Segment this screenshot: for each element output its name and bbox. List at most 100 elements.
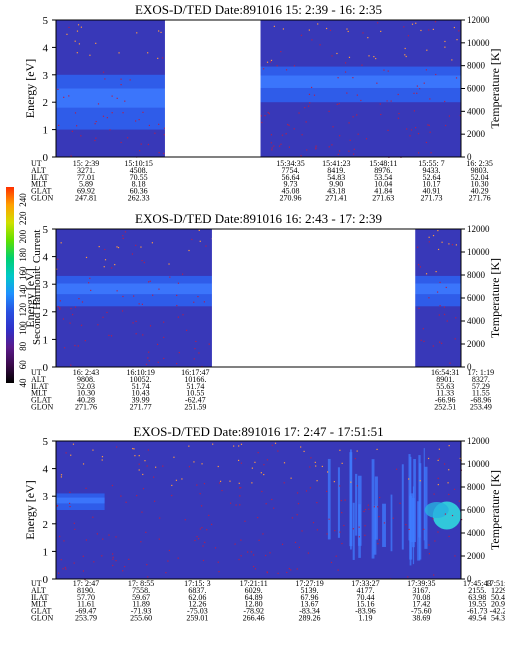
count-speckle — [420, 339, 422, 341]
orbit-cell: 52.04 — [471, 173, 489, 182]
count-speckle — [84, 578, 86, 581]
count-speckle — [434, 21, 437, 23]
count-speckle — [59, 300, 61, 302]
y-right-tick-label: 10000 — [467, 459, 490, 469]
count-speckle — [404, 54, 406, 56]
orbit-cell: 271.76 — [469, 194, 491, 203]
count-speckle — [118, 52, 120, 54]
count-speckle — [101, 456, 104, 458]
count-speckle — [257, 516, 259, 519]
count-speckle — [92, 516, 94, 518]
y-right-tick-label: 8000 — [467, 270, 486, 280]
count-speckle — [311, 39, 313, 41]
count-speckle — [140, 143, 142, 145]
orbit-cell: 17:27:19 — [295, 579, 323, 588]
count-speckle — [266, 572, 268, 574]
orbit-cell: 9.90 — [329, 180, 343, 189]
orbit-cell: 9433. — [422, 166, 440, 175]
count-speckle — [277, 572, 279, 574]
orbit-cell: 266.46 — [243, 614, 265, 623]
count-speckle — [70, 307, 72, 310]
count-speckle — [261, 490, 263, 493]
count-speckle — [82, 555, 84, 557]
count-speckle — [264, 115, 266, 117]
count-speckle — [316, 480, 318, 482]
count-speckle — [59, 307, 61, 309]
count-speckle — [196, 484, 198, 486]
count-speckle — [176, 362, 178, 365]
orbit-row-label: GLON — [31, 614, 53, 623]
orbit-cell: -83.34 — [299, 607, 320, 616]
count-speckle — [336, 103, 338, 105]
count-speckle — [251, 482, 253, 484]
count-speckle — [358, 536, 360, 538]
count-speckle — [328, 146, 330, 148]
count-speckle — [356, 485, 359, 487]
count-speckle — [204, 541, 206, 544]
count-speckle — [128, 558, 130, 560]
orbit-cell: 4508. — [130, 166, 148, 175]
count-speckle — [314, 461, 316, 463]
count-speckle — [407, 35, 410, 37]
count-speckle — [106, 117, 108, 119]
y-right-tick-label: 4000 — [467, 106, 486, 116]
count-speckle — [365, 138, 368, 140]
count-speckle — [168, 263, 170, 265]
colorbar-tick-label: 100 — [18, 321, 28, 335]
count-speckle — [155, 466, 157, 468]
orbit-cell: 10.55 — [186, 389, 204, 398]
count-speckle — [315, 147, 317, 149]
count-speckle — [133, 448, 135, 450]
count-speckle — [362, 32, 364, 34]
count-speckle — [194, 539, 196, 542]
count-speckle — [423, 82, 425, 84]
orbit-cell: 271.77 — [130, 403, 152, 412]
count-speckle — [331, 55, 333, 57]
count-speckle — [437, 248, 440, 251]
count-speckle — [65, 568, 67, 570]
count-speckle — [350, 481, 352, 483]
colorbar-tick-label: 120 — [18, 303, 28, 317]
count-speckle — [437, 531, 439, 533]
count-speckle — [304, 107, 306, 109]
count-speckle — [433, 493, 435, 495]
count-speckle — [71, 314, 74, 316]
count-speckle — [95, 42, 97, 44]
count-speckle — [454, 555, 456, 557]
count-speckle — [296, 514, 298, 516]
orbit-cell: 63.98 — [468, 593, 486, 602]
orbit-cell: 10166. — [184, 375, 206, 384]
count-speckle — [94, 123, 96, 125]
count-speckle — [122, 235, 124, 237]
count-speckle — [240, 462, 242, 464]
y-right-tick-label: 2000 — [467, 551, 486, 561]
orbit-cell: 15:48:11 — [369, 159, 397, 168]
orbit-cell: 17:33:27 — [351, 579, 379, 588]
count-speckle — [101, 459, 103, 461]
y-tick-label: 0 — [43, 152, 49, 164]
count-speckle — [376, 82, 378, 84]
count-speckle — [108, 334, 110, 336]
y-right-tick-label: 2000 — [467, 129, 486, 139]
count-speckle — [146, 564, 148, 566]
count-speckle — [435, 270, 437, 273]
count-speckle — [294, 541, 297, 544]
burst-stripe — [417, 501, 421, 561]
count-speckle — [325, 27, 328, 30]
count-speckle — [398, 112, 400, 115]
count-speckle — [122, 295, 124, 298]
y-tick-label: 0 — [43, 362, 49, 374]
count-speckle — [419, 480, 421, 482]
count-speckle — [441, 241, 443, 243]
orbit-cell: 15:34:35 — [276, 159, 304, 168]
count-speckle — [315, 148, 317, 150]
count-speckle — [376, 448, 378, 451]
count-speckle — [125, 501, 127, 503]
count-speckle — [273, 145, 275, 147]
orbit-cell: 39.99 — [132, 396, 150, 405]
orbit-cell: 15.16 — [356, 600, 374, 609]
count-speckle — [386, 100, 388, 102]
count-speckle — [120, 78, 122, 80]
count-speckle — [444, 46, 446, 48]
y-tick-label: 3 — [43, 279, 49, 291]
